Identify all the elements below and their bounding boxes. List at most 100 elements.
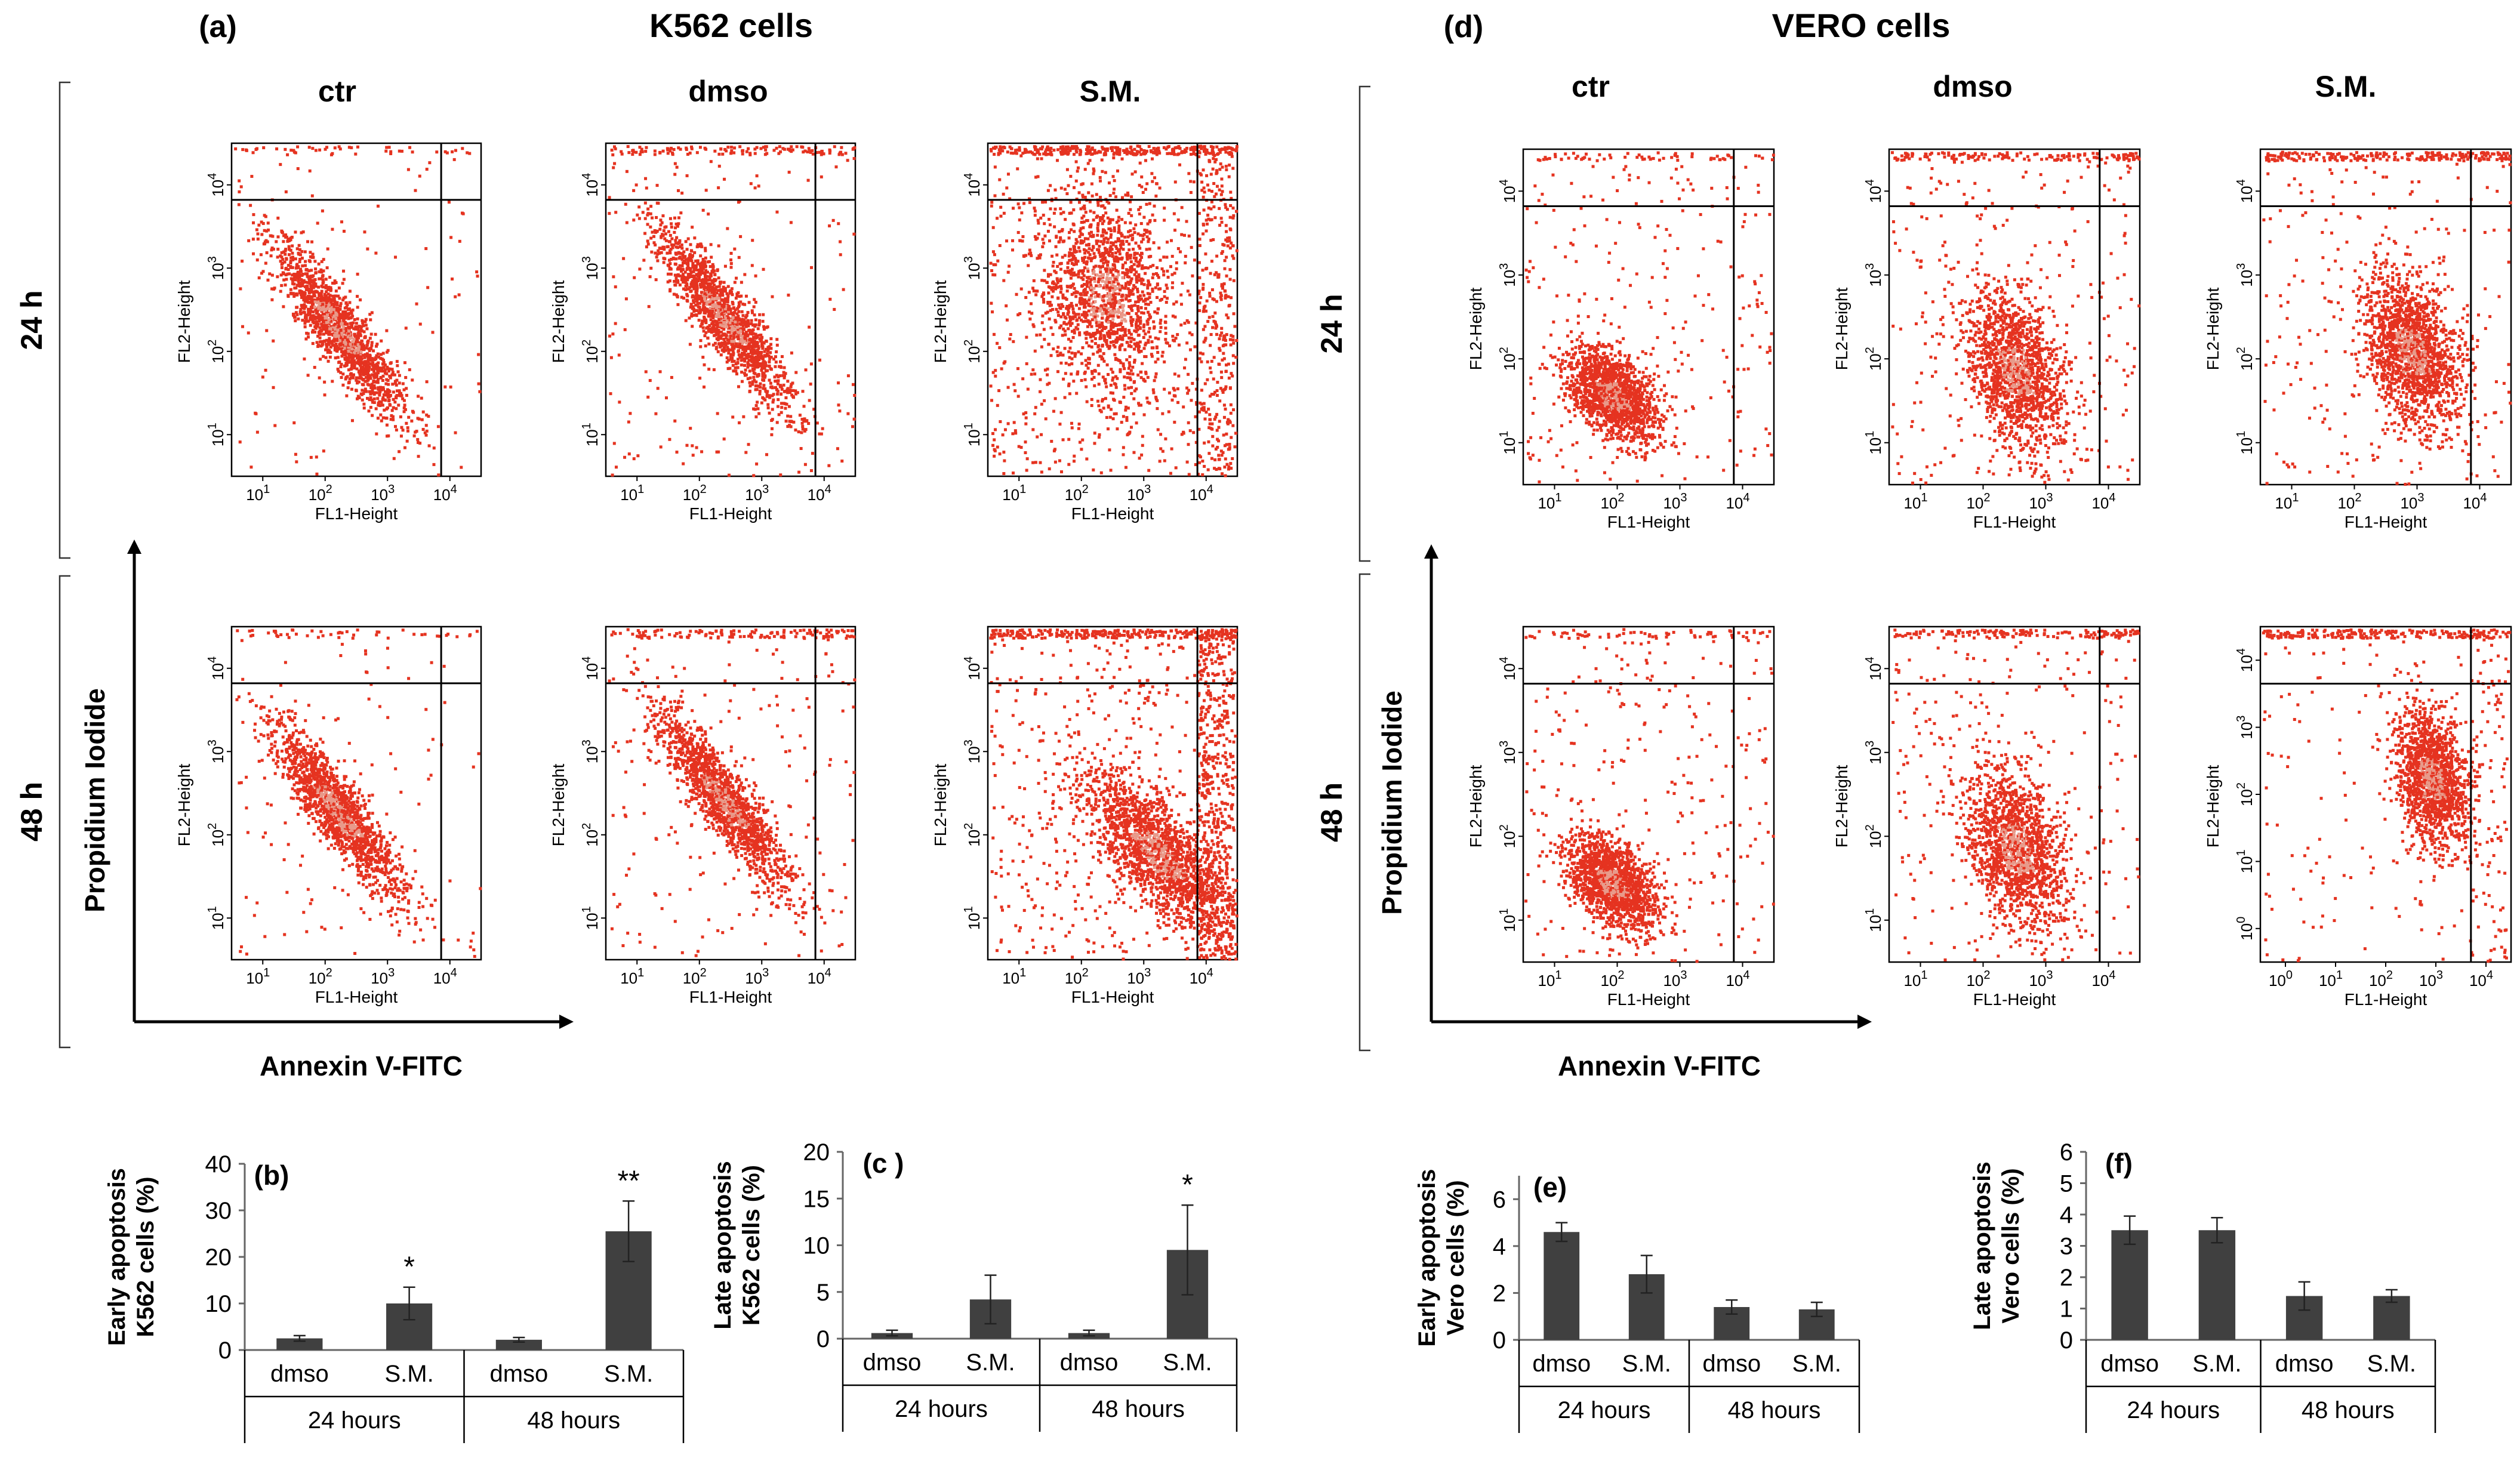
bar-chart-f-ytick-label: 3 [2060, 1234, 2073, 1260]
vero-y-axis-label: Propidium Iodide [1376, 691, 1407, 915]
k562-plot-4-ytick-label: 102 [206, 823, 227, 847]
k562-plot-4-xtick-label: 102 [309, 966, 332, 987]
vero-plot-5-xtick-label: 102 [1966, 969, 1990, 990]
bar-chart-f-category-label: S.M. [2367, 1351, 2416, 1377]
bar-chart-e: 0 2 4 6 dmso S.M. dmso S.M. 24 hours 48 hours (e) E… [1414, 1169, 1860, 1433]
vero-plot-2-ytick-label: 101 [1863, 431, 1884, 455]
k562-plot-5-yaxis-title: FL2-Height [549, 764, 568, 847]
bar-chart-b-category-label: dmso [489, 1361, 548, 1387]
vero-plot-1-xaxis-title: FL1-Height [1607, 513, 1690, 531]
bar-chart-e-bar [1544, 1232, 1580, 1340]
vero-plot-4-yaxis-title: FL2-Height [1467, 765, 1485, 848]
k562-plot-3-ytick-label: 104 [962, 173, 983, 197]
k562-plot-5-xaxis-title: FL1-Height [689, 988, 772, 1006]
bar-chart-e-group-label: 48 hours [1728, 1397, 1821, 1423]
bar-chart-b-significance: ** [617, 1165, 639, 1197]
k562-plot-3-yaxis-title: FL2-Height [931, 281, 950, 363]
k562-plot-1-ytick-label: 101 [206, 423, 227, 446]
vero-plot-4-ytick-label: 101 [1498, 908, 1518, 932]
vero-plot-2-xtick-label: 103 [2029, 491, 2053, 512]
k562-plot-2-plot-frame [605, 142, 857, 477]
vero-plot-5-events [1891, 628, 2140, 961]
vero-plot-2-ytick-label: 103 [1863, 263, 1884, 287]
vero-plot-3-plot-frame [2259, 148, 2512, 486]
vero-plot-1-xtick-label: 104 [1726, 491, 1749, 512]
k562-column-label: ctr [318, 75, 356, 108]
k562-plot-1-xtick-label: 102 [309, 483, 332, 504]
k562-plot-5-ytick-label: 103 [580, 739, 601, 763]
k562-y-arrowhead [127, 540, 141, 554]
vero-plot-6-xaxis-title: FL1-Height [2345, 990, 2427, 1009]
k562-plot-3-xtick-label: 103 [1127, 483, 1151, 504]
bar-chart-e-ytick-label: 0 [1493, 1327, 1506, 1354]
k562-plot-6-xtick-label: 102 [1065, 966, 1089, 987]
k562-y-axis-label: Propidium Iodide [79, 688, 110, 913]
vero-plot-6-ytick-label: 102 [2235, 782, 2256, 806]
bar-chart-f: 0 1 2 3 4 5 6 dmso S.M. dmso S.M. 24 hours 48 hours (… [1969, 1139, 2436, 1433]
k562-plot-2-ytick-label: 104 [580, 173, 601, 197]
bar-chart-f-category-label: dmso [2275, 1351, 2334, 1377]
bar-chart-c-ytick-label: 10 [803, 1233, 830, 1259]
vero-plot-5-xaxis-title: FL1-Height [1973, 990, 2056, 1009]
k562-panel-title: K562 cells [649, 7, 813, 44]
k562-row-label: 24 h [15, 290, 48, 350]
bar-chart-e-category-label: S.M. [1792, 1351, 1841, 1377]
k562-plot-2-xtick-label: 104 [808, 483, 831, 504]
vero-plot-3-ytick-label: 103 [2235, 263, 2256, 287]
k562-column-label: dmso [688, 75, 768, 108]
vero-plot-2-plot-frame [1888, 148, 2141, 486]
vero-plot-2-flow-plot: 101 101 102 102 103 103 104 104 FL1-Height FL2-He… [1832, 148, 2141, 531]
k562-plot-2-yaxis-title: FL2-Height [549, 281, 568, 363]
bar-chart-f-ytick-label: 1 [2060, 1296, 2073, 1323]
k562-plot-6-events [989, 628, 1239, 961]
k562-plot-5-xtick-label: 104 [808, 966, 831, 987]
vero-plot-6-xtick-label: 104 [2469, 969, 2493, 990]
vero-plot-1-xtick-label: 103 [1663, 491, 1687, 512]
k562-plot-4-xtick-label: 104 [433, 966, 457, 987]
bar-chart-b-ytick-label: 0 [218, 1337, 232, 1364]
vero-plot-4-ytick-label: 103 [1498, 741, 1518, 765]
vero-plot-3-ytick-label: 102 [2235, 347, 2256, 371]
k562-row-bracket [58, 575, 70, 1049]
k562-plot-5-events [608, 628, 857, 957]
k562-plot-3-flow-plot: 101 101 102 102 103 103 104 104 FL1-Height FL2-He… [931, 142, 1239, 523]
bar-chart-f-ytick-label: 2 [2060, 1265, 2073, 1291]
vero-plot-2-xtick-label: 104 [2091, 491, 2115, 512]
k562-x-arrowhead [559, 1015, 574, 1029]
bar-chart-b-ylabel-line2: K562 cells (%) [133, 1176, 159, 1337]
vero-plot-4-flow-plot: 101 101 102 102 103 103 104 104 FL1-Height FL2-He… [1467, 625, 1775, 1009]
vero-plot-5-ytick-label: 101 [1863, 908, 1884, 932]
vero-plot-3-yaxis-title: FL2-Height [2204, 288, 2222, 371]
bar-chart-b-letter: (b) [254, 1160, 289, 1191]
vero-column-label: ctr [1572, 70, 1610, 103]
k562-plot-6-ytick-label: 102 [962, 823, 983, 847]
bar-chart-f-group-label: 24 hours [2127, 1397, 2220, 1423]
k562-plot-1-ytick-label: 104 [206, 173, 227, 197]
vero-plot-1-ytick-label: 102 [1498, 347, 1518, 371]
vero-plot-2-xaxis-title: FL1-Height [1973, 513, 2056, 531]
vero-plot-5-ytick-label: 104 [1863, 657, 1884, 680]
bar-chart-f-group-label: 48 hours [2302, 1397, 2395, 1423]
vero-column-label: S.M. [2315, 70, 2377, 103]
bar-chart-b-ytick-label: 10 [205, 1291, 232, 1317]
bar-chart-b: 0 10 20 30 40 dmso * S.M. dmso ** S.M. 24 hours 48 h… [104, 1151, 685, 1443]
bar-chart-f-ytick-label: 4 [2060, 1202, 2073, 1228]
k562-plot-5-flow-plot: 101 101 102 102 103 103 104 104 FL1-Height FL2-He… [549, 625, 857, 1006]
bar-chart-e-ylabel-line2: Vero cells (%) [1443, 1180, 1469, 1335]
k562-column-label: S.M. [1080, 75, 1141, 108]
bar-chart-e-letter: (e) [1533, 1172, 1567, 1203]
vero-plot-1-ytick-label: 103 [1498, 263, 1518, 287]
k562-plot-2-xtick-label: 102 [683, 483, 707, 504]
bar-chart-c-ylabel-line1: Late apoptosis [710, 1161, 736, 1329]
bar-chart-e-category-label: dmso [1532, 1351, 1591, 1377]
vero-panel-letter: (d) [1444, 10, 1483, 44]
vero-plot-6-flow-plot: 100 100 101 101 102 102 103 103 104 104 FL1-Height… [2204, 625, 2512, 1009]
bar-chart-b-bar [495, 1339, 542, 1350]
vero-row-bracket [1358, 573, 1370, 1052]
bar-chart-f-category-label: S.M. [2192, 1351, 2241, 1377]
vero-plot-5-ytick-label: 102 [1863, 824, 1884, 848]
bar-chart-c: 0 5 10 15 20 dmso S.M. dmso * S.M. 24 hours 48 hour… [710, 1139, 1238, 1432]
k562-plot-1-xaxis-title: FL1-Height [315, 504, 398, 523]
k562-plot-4-xaxis-title: FL1-Height [315, 988, 398, 1006]
vero-plot-5-yaxis-title: FL2-Height [1832, 765, 1851, 848]
